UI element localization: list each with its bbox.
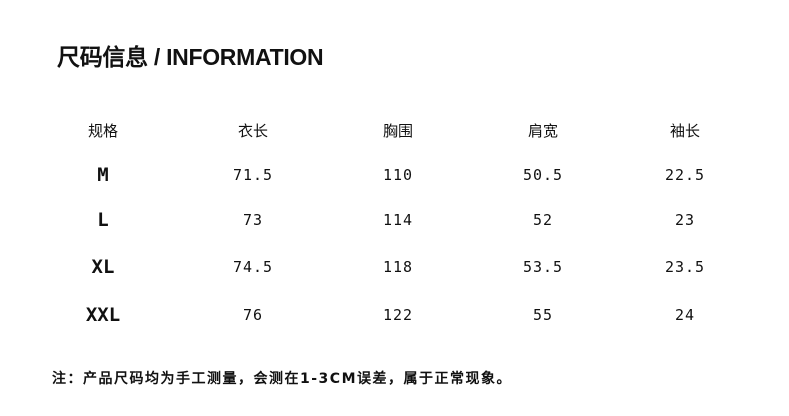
table-cell: 50.5	[522, 166, 564, 184]
table-cell: 110	[382, 166, 414, 184]
size-label: XXL	[85, 304, 121, 326]
column-header: 衣长	[237, 122, 268, 140]
table-cell: 122	[382, 306, 414, 324]
size-label: L	[97, 209, 109, 231]
size-label: M	[97, 164, 109, 186]
table-cell: 55	[532, 306, 554, 324]
page-title: 尺码信息 / INFORMATION	[57, 44, 324, 70]
column-header: 胸围	[382, 122, 413, 140]
table-cell: 73	[242, 211, 264, 229]
table-cell: 22.5	[664, 166, 706, 184]
table-cell: 53.5	[522, 258, 564, 276]
column-header: 袖长	[669, 122, 700, 140]
table-cell: 76	[242, 306, 264, 324]
table-cell: 71.5	[232, 166, 274, 184]
table-cell: 74.5	[232, 258, 274, 276]
table-cell: 23	[674, 211, 696, 229]
measurement-note: 注：产品尺码均为手工测量，会测在1-3CM误差，属于正常现象。	[52, 371, 512, 387]
table-cell: 52	[532, 211, 554, 229]
size-label: XL	[91, 256, 115, 278]
column-header: 肩宽	[527, 122, 558, 140]
column-header: 规格	[87, 122, 118, 140]
table-cell: 24	[674, 306, 696, 324]
table-cell: 23.5	[664, 258, 706, 276]
table-cell: 114	[382, 211, 414, 229]
table-cell: 118	[382, 258, 414, 276]
